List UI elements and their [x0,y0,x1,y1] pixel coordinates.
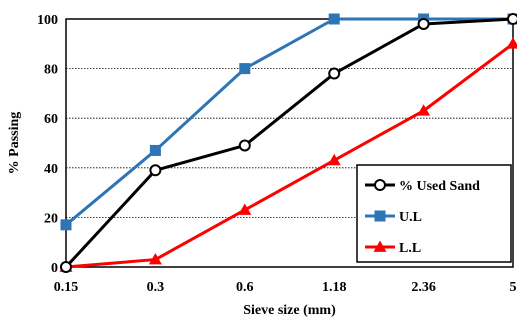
legend: % Used Sand U.L L.L [356,164,512,263]
data-point-lower-limit [506,37,517,49]
legend-label: % Used Sand [399,179,480,194]
data-point-lower-limit [327,153,341,166]
y-tick-labels: 0 20 40 60 80 100 [37,13,58,276]
data-point-used-sand [238,139,251,152]
data-point-used-sand [149,164,162,177]
legend-marker [374,210,386,222]
data-point-used-sand [507,13,517,25]
legend-item-upper-limit: U.L [365,210,422,225]
series-used-sand [60,13,517,273]
data-point-used-sand [60,261,72,273]
plot-frame [65,18,514,268]
data-point-upper-limit [60,219,72,231]
data-point-lower-limit [148,253,162,265]
data-point-upper-limit [328,13,340,25]
legend-item-used-sand: % Used Sand [365,179,480,194]
series-line-lower-limit [65,42,514,269]
series-line-used-sand [64,17,514,269]
legend-marker [373,240,387,252]
y-tick-label: 40 [44,162,58,177]
x-tick-label: 0.15 [54,280,79,295]
series-line-upper-limit [65,17,513,226]
x-tick-label: 0.6 [236,280,254,295]
series-group [59,13,517,273]
x-tick-label: 1.18 [322,280,347,295]
data-point-upper-limit [239,63,251,75]
x-tick-label: 5 [510,280,517,295]
data-point-lower-limit [417,104,431,116]
legend-label: U.L [399,210,422,225]
legend-marker [374,179,386,191]
y-axis-title: % Passing [7,112,22,175]
legend-item-lower-limit: L.L [365,240,421,256]
x-tick-label: 2.36 [411,280,436,295]
legend-label: L.L [399,241,421,256]
data-point-lower-limit [238,203,252,215]
x-tick-label: 0.3 [147,280,165,295]
y-tick-label: 0 [51,261,58,276]
data-point-upper-limit [149,144,161,156]
data-point-used-sand [417,17,430,30]
x-axis-title: Sieve size (mm) [243,303,336,318]
y-tick-label: 60 [44,112,58,127]
y-tick-label: 100 [37,13,58,28]
y-tick-label: 80 [44,63,58,78]
x-tick-labels: 0.15 0.3 0.6 1.18 2.36 5 [54,280,517,295]
data-point-used-sand [328,67,341,80]
y-tick-label: 20 [44,211,58,226]
